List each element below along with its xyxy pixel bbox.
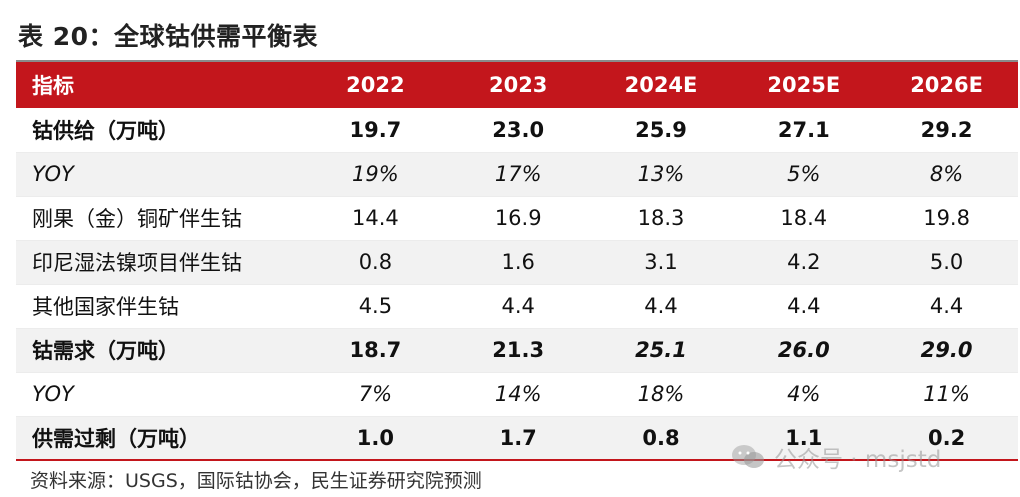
cell: 3.1	[589, 240, 733, 285]
table-row: YOY 19% 17% 13% 5% 8%	[16, 152, 1018, 197]
table-row: YOY 7% 14% 18% 4% 11%	[16, 372, 1018, 417]
cell: 0.8	[589, 416, 733, 461]
cell: 1.6	[446, 240, 590, 285]
header-indicator: 指标	[32, 74, 74, 98]
table-row: 刚果（金）铜矿伴生钴 14.4 16.9 18.3 18.4 19.8	[16, 196, 1018, 241]
table-row: 供需过剩（万吨） 1.0 1.7 0.8 1.1 0.2	[16, 416, 1018, 461]
cell: 13%	[589, 152, 733, 197]
top-rule	[16, 60, 1018, 62]
table-row: 钴需求（万吨） 18.7 21.3 25.1 26.0 29.0	[16, 328, 1018, 373]
row-label: 其他国家伴生钴	[16, 284, 304, 329]
cell: 16.9	[446, 196, 590, 241]
row-label: 钴供给（万吨）	[16, 108, 304, 153]
cell: 17%	[446, 152, 590, 197]
header-2025e: 2025E	[767, 73, 841, 97]
header-2026e: 2026E	[910, 73, 983, 97]
cell: 1.1	[732, 416, 876, 461]
row-label: 供需过剩（万吨）	[16, 416, 304, 461]
cell: 4.4	[875, 284, 1018, 329]
cell: 4.4	[446, 284, 590, 329]
cell: 18.4	[732, 196, 876, 241]
cell: 11%	[875, 372, 1018, 417]
cell: 27.1	[732, 108, 876, 153]
header-row: 指标 2022 2023 2024E 2025E 2026E	[16, 62, 1018, 108]
cell: 14.4	[304, 196, 447, 241]
cell: 4.5	[304, 284, 447, 329]
cell: 5%	[732, 152, 876, 197]
cell: 19.7	[304, 108, 447, 153]
cell: 18%	[589, 372, 733, 417]
cell: 18.3	[589, 196, 733, 241]
cell: 29.0	[875, 328, 1018, 373]
cell: 29.2	[875, 108, 1018, 153]
cell: 23.0	[446, 108, 590, 153]
table-row: 印尼湿法镍项目伴生钴 0.8 1.6 3.1 4.2 5.0	[16, 240, 1018, 285]
table-title: 表 20：全球钴供需平衡表	[18, 22, 318, 51]
cell: 19.8	[875, 196, 1018, 241]
cell: 25.1	[589, 328, 733, 373]
row-label: 刚果（金）铜矿伴生钴	[16, 196, 304, 241]
row-label: 钴需求（万吨）	[16, 328, 304, 373]
cell: 18.7	[304, 328, 447, 373]
cell: 4.4	[589, 284, 733, 329]
wechat-icon	[732, 445, 764, 468]
row-label: YOY	[16, 152, 304, 197]
cell: 21.3	[446, 328, 590, 373]
source-note: 资料来源：USGS，国际钴协会，民生证券研究院预测	[30, 470, 482, 492]
header-2023: 2023	[488, 73, 548, 97]
header-2022: 2022	[346, 73, 405, 97]
cell: 25.9	[589, 108, 733, 153]
header-2024e: 2024E	[624, 73, 698, 97]
table-row: 钴供给（万吨） 19.7 23.0 25.9 27.1 29.2	[16, 108, 1018, 153]
cell: 1.0	[304, 416, 447, 461]
row-label: 印尼湿法镍项目伴生钴	[16, 240, 304, 285]
watermark: 公众号 · msjstd	[730, 440, 941, 474]
table-row: 其他国家伴生钴 4.5 4.4 4.4 4.4 4.4	[16, 284, 1018, 329]
cell: 4.4	[732, 284, 876, 329]
row-label: YOY	[16, 372, 304, 417]
cell: 14%	[446, 372, 590, 417]
cell: 5.0	[875, 240, 1018, 285]
cell: 0.2	[875, 416, 1018, 461]
cell: 7%	[304, 372, 447, 417]
cell: 0.8	[304, 240, 447, 285]
cell: 1.7	[446, 416, 590, 461]
watermark-text: 公众号 · msjstd	[774, 447, 942, 473]
cobalt-balance-table: 指标 2022 2023 2024E 2025E 2026E 钴供给（万吨） 1…	[16, 62, 1018, 461]
cell: 4.2	[732, 240, 876, 285]
cell: 26.0	[732, 328, 876, 373]
cell: 8%	[875, 152, 1018, 197]
cell: 19%	[304, 152, 447, 197]
cell: 4%	[732, 372, 876, 417]
